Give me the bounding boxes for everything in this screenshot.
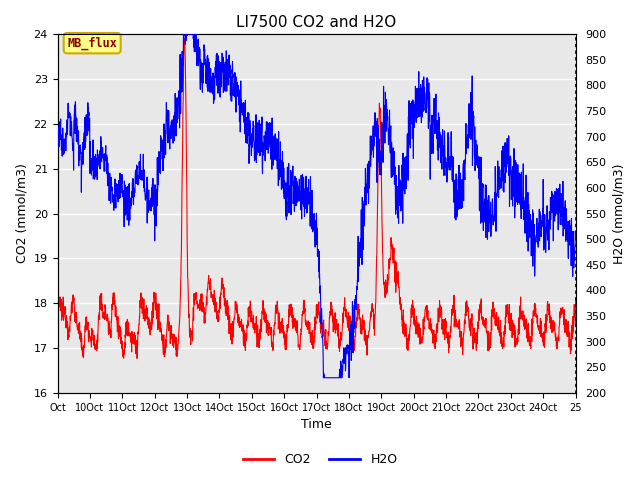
Legend: CO2, H2O: CO2, H2O bbox=[237, 448, 403, 471]
X-axis label: Time: Time bbox=[301, 419, 332, 432]
Y-axis label: H2O (mmol/m3): H2O (mmol/m3) bbox=[612, 163, 625, 264]
Title: LI7500 CO2 and H2O: LI7500 CO2 and H2O bbox=[236, 15, 397, 30]
Text: MB_flux: MB_flux bbox=[67, 36, 117, 50]
Y-axis label: CO2 (mmol/m3): CO2 (mmol/m3) bbox=[15, 164, 28, 264]
